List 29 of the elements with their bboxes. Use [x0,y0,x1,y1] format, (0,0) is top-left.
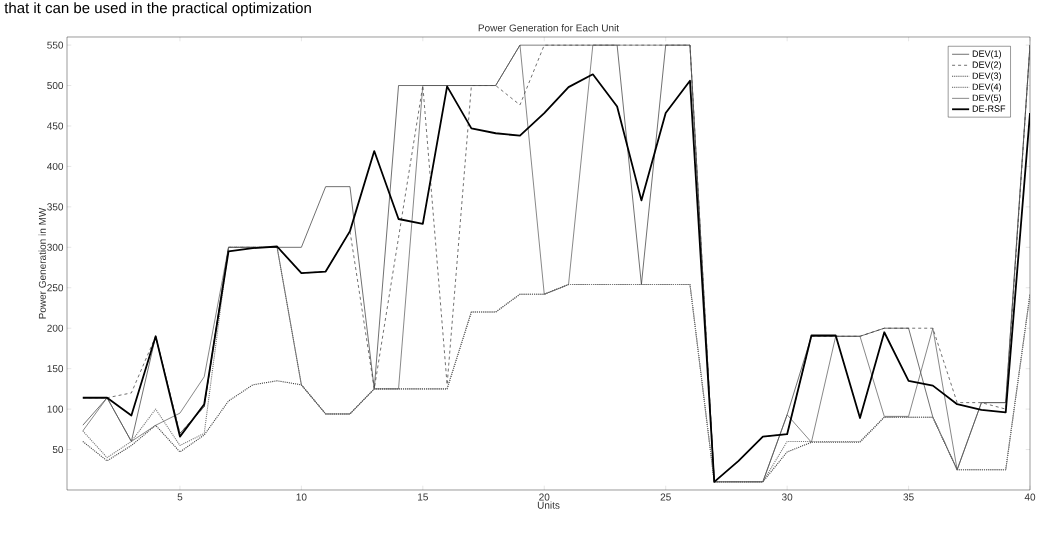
x-axis-title: Units [537,501,560,509]
y-tick-label: 500 [47,81,64,90]
y-tick-label: 300 [47,243,64,251]
y-axis-title: Power Generation in MW [38,207,46,319]
x-tick-label: 25 [660,493,671,501]
y-tick-label: 450 [47,122,64,130]
legend-label: DEV(2) [972,61,1001,70]
x-tick-label: 5 [177,493,183,501]
y-tick-label: 150 [47,365,64,373]
legend-label: DEV(5) [972,94,1001,103]
y-tick-label: 350 [47,203,64,211]
y-tick-label: 400 [47,162,64,170]
text: that it can be used in the practical optimization [4,2,311,17]
x-tick-label: 40 [1024,493,1036,501]
x-tick-label: 10 [296,493,307,501]
y-tick-label: 550 [47,41,64,49]
legend-label: DE-RSF [972,105,1006,112]
y-tick-label: 200 [47,324,64,332]
x-tick-label: 35 [903,493,914,501]
legend-label: DEV(4) [972,83,1001,92]
x-tick-label: 30 [781,493,793,501]
y-tick-label: 50 [52,446,64,454]
legend-label: DEV(3) [972,72,1001,81]
x-tick-label: 15 [418,493,428,501]
y-tick-label: 250 [47,284,64,292]
y-tick-label: 100 [47,405,64,413]
legend-label: DEV(1) [972,50,1001,59]
x-tick-label: 20 [539,493,550,501]
chart-title: Power Generation for Each Unit [478,24,620,32]
